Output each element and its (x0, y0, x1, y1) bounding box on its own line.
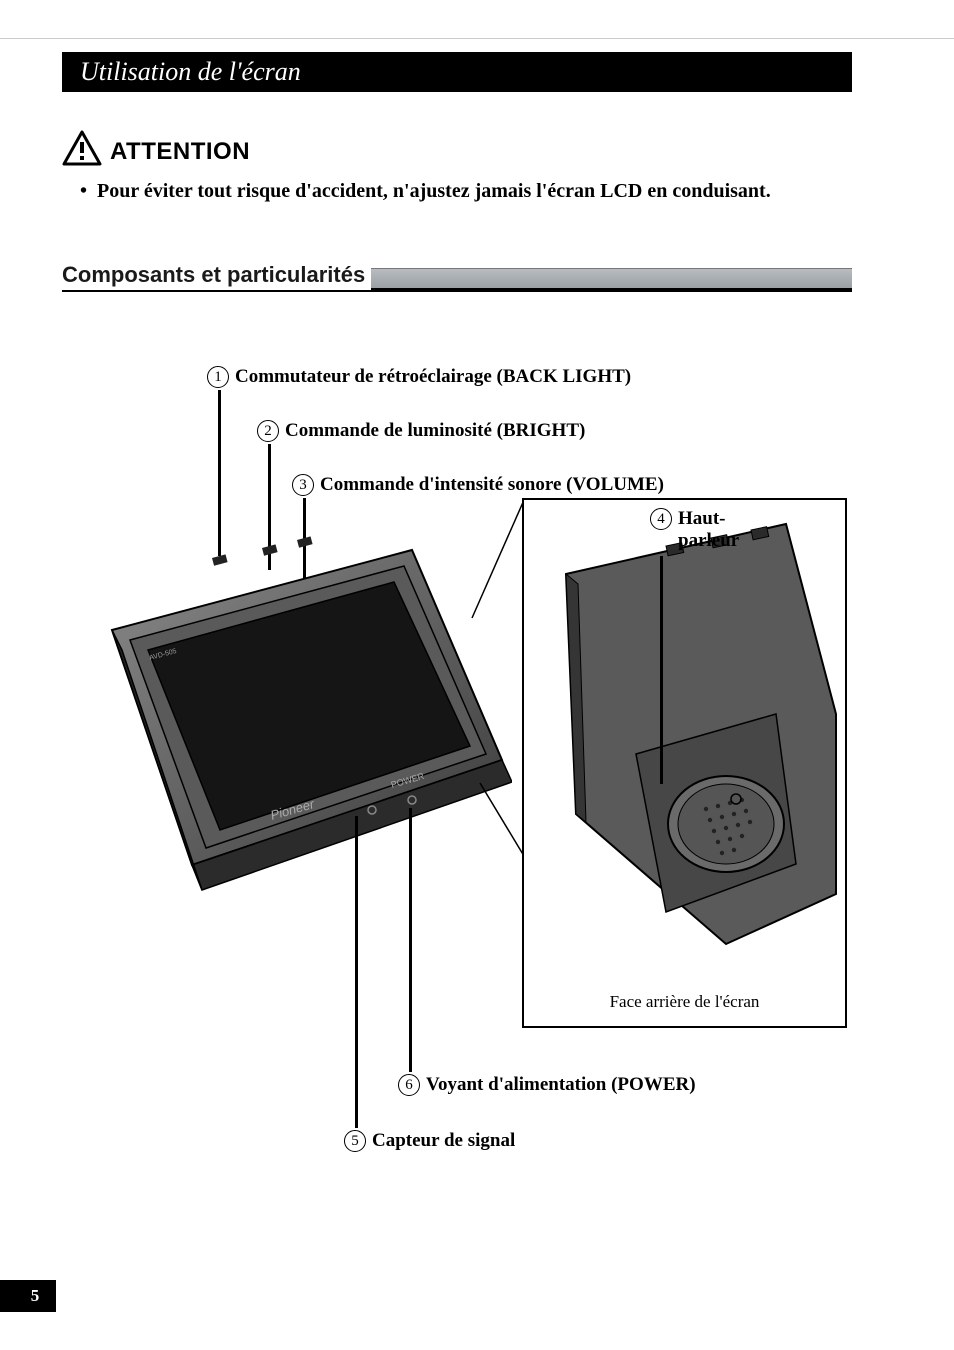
attention-heading: ATTENTION (110, 138, 250, 166)
leader-4 (660, 556, 663, 784)
page-title: Utilisation de l'écran (80, 57, 301, 87)
attention-bullet: • Pour éviter tout risque d'accident, n'… (80, 178, 820, 205)
page-number: 5 (31, 1286, 40, 1306)
subsection-underline (62, 290, 852, 292)
subsection-stripe (371, 268, 852, 290)
callout-4-text-l1: Haut- (678, 508, 726, 529)
callout-6-text: Voyant d'alimentation (POWER) (426, 1074, 696, 1096)
callout-3-text: Commande d'intensité sonore (VOLUME) (320, 474, 664, 496)
callout-6: 6 Voyant d'alimentation (POWER) (398, 1074, 696, 1096)
page-number-tab: 5 (0, 1280, 56, 1312)
bullet-marker: • (80, 178, 87, 205)
callout-6-num: 6 (398, 1074, 420, 1096)
callout-5: 5 Capteur de signal (344, 1130, 515, 1152)
title-bar: Utilisation de l'écran (62, 52, 852, 92)
inset-caption: Face arrière de l'écran (524, 992, 845, 1012)
callout-4-num: 4 (650, 508, 672, 530)
callout-4-text-l2: parleur (678, 530, 739, 551)
callout-3-num: 3 (292, 474, 314, 496)
leader-5 (355, 816, 358, 1128)
warning-triangle-icon (62, 130, 102, 166)
leader-6 (409, 808, 412, 1072)
callout-1-num: 1 (207, 366, 229, 388)
callout-5-num: 5 (344, 1130, 366, 1152)
attention-heading-row: ATTENTION (62, 130, 250, 166)
subsection-heading-wrap: Composants et particularités (62, 262, 852, 292)
callout-2-text: Commande de luminosité (BRIGHT) (285, 420, 585, 442)
inset-box: Face arrière de l'écran (522, 498, 847, 1028)
callout-4-text: Haut- parleur (678, 508, 739, 552)
callout-5-text: Capteur de signal (372, 1130, 515, 1152)
callout-2: 2 Commande de luminosité (BRIGHT) (257, 420, 585, 442)
attention-bullet-text: Pour éviter tout risque d'accident, n'aj… (97, 178, 771, 205)
top-rule (0, 38, 954, 39)
device-main-illustration: Pioneer POWER AVD-505 (82, 510, 512, 950)
callout-2-num: 2 (257, 420, 279, 442)
diagram-area: 1 Commutateur de rétroéclairage (BACK LI… (62, 330, 852, 1180)
subsection-heading: Composants et particularités (62, 262, 371, 290)
callout-1-text: Commutateur de rétroéclairage (BACK LIGH… (235, 366, 631, 388)
callout-4: 4 Haut- parleur (650, 508, 739, 552)
callout-3: 3 Commande d'intensité sonore (VOLUME) (292, 474, 664, 496)
callout-1: 1 Commutateur de rétroéclairage (BACK LI… (207, 366, 631, 388)
